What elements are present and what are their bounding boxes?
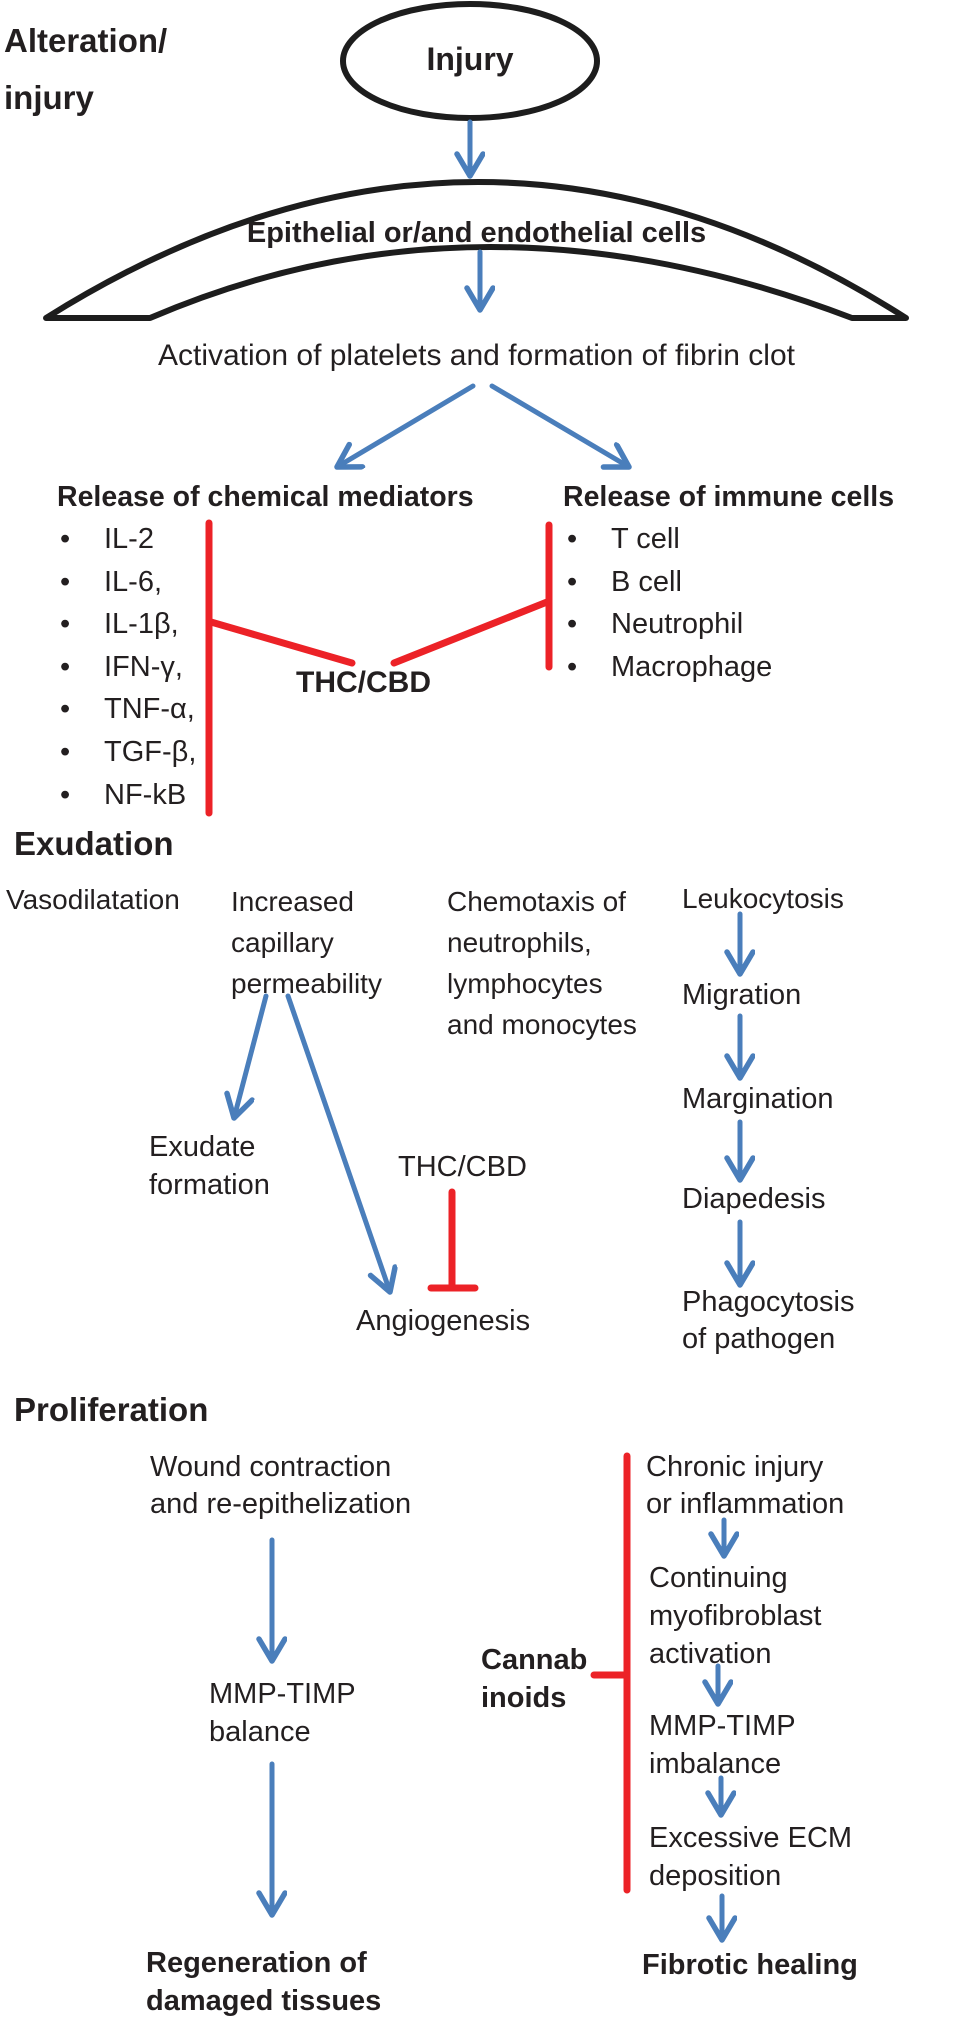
- arrow-permeability-to-exudate: [234, 993, 269, 1118]
- mediator-item: TNF-α,: [58, 688, 196, 731]
- fibrotic-healing-label: Fibrotic healing: [642, 1949, 858, 1981]
- chemotaxis-label: Chemotaxis of neutrophils, lymphocytes a…: [447, 886, 637, 1040]
- epithelial-arc-shape: [43, 179, 909, 321]
- continuing-activation-label: Continuing myofibroblast activation: [649, 1562, 822, 1670]
- immune-item: Neutrophil: [565, 603, 772, 646]
- phase-label-exudation: Exudation: [14, 825, 174, 862]
- cannabinoids-label: Cannab inoids: [481, 1644, 588, 1714]
- phase-label-alteration: Alteration/ injury: [4, 22, 168, 116]
- migration-label: Migration: [682, 979, 802, 1011]
- vasodilatation-label: Vasodilatation: [6, 884, 180, 915]
- ecm-deposition-label: Excessive ECM deposition: [649, 1822, 853, 1892]
- immune-item: Macrophage: [565, 646, 772, 689]
- mmp-balance-label: MMP-TIMP balance: [209, 1678, 356, 1748]
- immune-item: T cell: [565, 518, 772, 561]
- mediators-title: Release of chemical mediators: [57, 481, 474, 513]
- arrow-activation-to-mediators: [337, 383, 476, 467]
- phase-label-proliferation: Proliferation: [14, 1391, 209, 1428]
- inhibit-link-thc-immune: [390, 598, 551, 667]
- activation-label: Activation of platelets and formation of…: [157, 339, 795, 372]
- immune-title: Release of immune cells: [563, 481, 895, 513]
- phagocytosis-label: Phagocytosis of pathogen: [682, 1286, 855, 1355]
- margination-label: Margination: [682, 1083, 834, 1115]
- immune-list: T cell B cell Neutrophil Macrophage: [565, 518, 772, 688]
- mediator-item: IL-1β,: [58, 603, 196, 646]
- mmp-imbalance-label: MMP-TIMP imbalance: [649, 1710, 796, 1780]
- injury-node-label: Injury: [426, 41, 514, 77]
- mediators-list: IL-2 IL-6, IL-1β, IFN-γ, TNF-α, TGF-β, N…: [58, 518, 196, 816]
- leukocytosis-label: Leukocytosis: [682, 883, 844, 914]
- thc-cbd-upper-label: THC/CBD: [296, 666, 431, 699]
- arrow-activation-to-immune: [489, 383, 629, 467]
- exudate-formation-label: Exudate formation: [149, 1131, 270, 1201]
- chronic-injury-label: Chronic injury or inflammation: [646, 1451, 845, 1520]
- epithelial-node-label: Epithelial or/and endothelial cells: [246, 217, 707, 249]
- mediator-item: IL-6,: [58, 561, 196, 604]
- mediator-item: IL-2: [58, 518, 196, 561]
- angiogenesis-label: Angiogenesis: [356, 1305, 531, 1337]
- immune-item: B cell: [565, 561, 772, 604]
- regeneration-label: Regeneration of damaged tissues: [146, 1947, 382, 2017]
- arrow-permeability-to-angiogenesis: [285, 993, 390, 1292]
- thc-cbd-lower-label: THC/CBD: [398, 1151, 527, 1183]
- injury-ellipse: [340, 1, 600, 121]
- mediator-item: IFN-γ,: [58, 646, 196, 689]
- wound-contraction-label: Wound contraction and re-epithelization: [150, 1451, 412, 1520]
- permeability-label: Increased capillary permeability: [231, 886, 382, 999]
- inhibit-link-thc-mediators: [207, 618, 356, 667]
- mediator-item: TGF-β,: [58, 731, 196, 774]
- diapedesis-label: Diapedesis: [682, 1183, 826, 1215]
- mediator-item: NF-kB: [58, 774, 196, 817]
